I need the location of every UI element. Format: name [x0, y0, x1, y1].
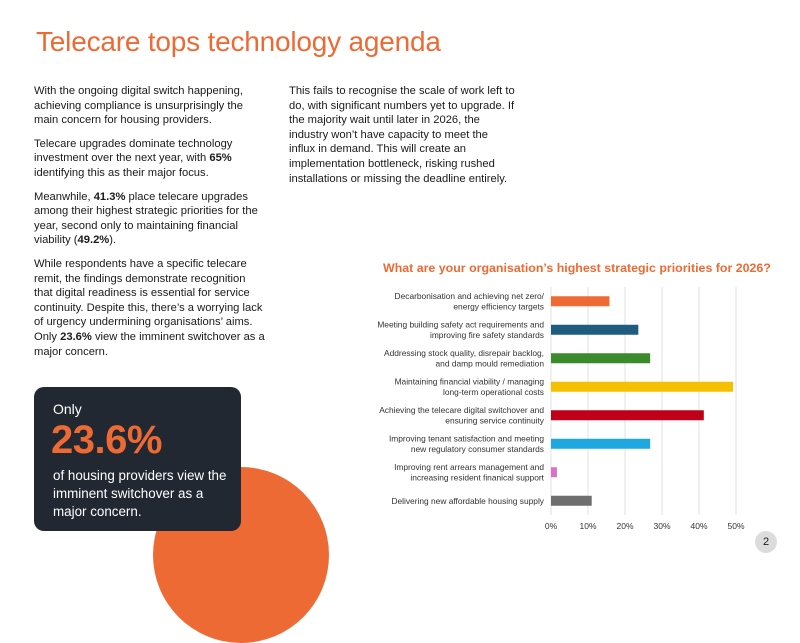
category-label: Decarbonisation and achieving net zero/e… — [395, 291, 545, 312]
category-label-line: improving fire safety standards — [430, 330, 544, 340]
category-label: Meeting building safety act requirements… — [377, 320, 544, 341]
category-label-line: Delivering new affordable housing supply — [391, 496, 544, 506]
category-label: Maintaining financial viability / managi… — [395, 377, 545, 398]
chart-title: What are your organisation’s highest str… — [383, 261, 771, 275]
category-label-line: increasing resident finanical support — [410, 473, 544, 483]
bar — [551, 381, 734, 392]
category-label: Improving tenant satisfaction and meetin… — [389, 434, 544, 455]
left-paragraph-4: While respondents have a specific teleca… — [34, 257, 266, 359]
category-label-line: long-term operational costs — [443, 387, 544, 397]
x-tick-label: 10% — [579, 521, 596, 531]
left-paragraph-3-text: Meanwhile, 41.3% place telecare upgrades… — [34, 190, 258, 247]
category-label-line: Improving rent arrears management and — [394, 462, 544, 472]
bar — [551, 410, 704, 421]
category-label-line: energy efficiency targets — [453, 302, 544, 312]
category-label-line: Decarbonisation and achieving net zero/ — [395, 291, 545, 301]
category-label-line: ensuring service continuity — [445, 416, 545, 426]
left-paragraph-1-text: With the ongoing digital switch happenin… — [34, 85, 243, 127]
priorities-bar-chart: 0% 10% 20% 30% 40% 50% Decarbonisation and ach… — [377, 287, 745, 531]
stat-callout: Only 23.6% of housing providers view the… — [34, 387, 241, 531]
right-paragraph-1-text: This fails to recognise the scale of wor… — [289, 85, 515, 185]
left-column: With the ongoing digital switch happenin… — [34, 84, 266, 368]
category-label-line: Achieving the telecare digital switchove… — [379, 405, 544, 415]
left-paragraph-3: Meanwhile, 41.3% place telecare upgrades… — [34, 190, 266, 248]
x-tick-label: 40% — [690, 521, 707, 531]
category-label-line: Meeting building safety act requirements… — [377, 320, 544, 330]
left-paragraph-1: With the ongoing digital switch happenin… — [34, 84, 266, 128]
category-label: Delivering new affordable housing supply — [391, 496, 544, 506]
category-label: Achieving the telecare digital switchove… — [379, 405, 545, 426]
page-title: Telecare tops technology agenda — [36, 26, 441, 57]
callout-text: of housing providers view the imminent s… — [53, 468, 227, 519]
left-paragraph-2-text: Telecare upgrades dominate technology in… — [34, 137, 233, 179]
x-tick-label: 50% — [727, 521, 744, 531]
bar — [551, 324, 639, 335]
bar — [551, 438, 651, 449]
bar — [551, 296, 610, 307]
category-label: Improving rent arrears management and inc… — [394, 462, 545, 483]
category-label-line: Addressing stock quality, disrepair back… — [384, 348, 544, 358]
x-tick-label: 30% — [653, 521, 670, 531]
x-tick-label: 0% — [545, 521, 558, 531]
category-label-line: new regulatory consumer standards — [411, 444, 544, 454]
bar — [551, 353, 651, 364]
category-label: Addressing stock quality, disrepair back… — [384, 348, 544, 369]
bar — [551, 495, 592, 506]
left-paragraph-4-text: While respondents have a specific teleca… — [34, 257, 265, 358]
right-paragraph-1: This fails to recognise the scale of wor… — [289, 84, 515, 186]
bar — [551, 467, 557, 478]
callout-stat: 23.6% — [51, 418, 162, 462]
left-paragraph-2: Telecare upgrades dominate technology in… — [34, 137, 266, 181]
category-label-line: Maintaining financial viability / managi… — [395, 377, 545, 387]
category-label-line: Improving tenant satisfaction and meetin… — [389, 434, 544, 444]
category-label-line: and damp mould remediation — [436, 359, 545, 369]
callout-lead: Only — [53, 401, 82, 417]
x-tick-label: 20% — [616, 521, 633, 531]
right-column: This fails to recognise the scale of wor… — [289, 84, 515, 195]
page-number: 2 — [755, 531, 777, 553]
